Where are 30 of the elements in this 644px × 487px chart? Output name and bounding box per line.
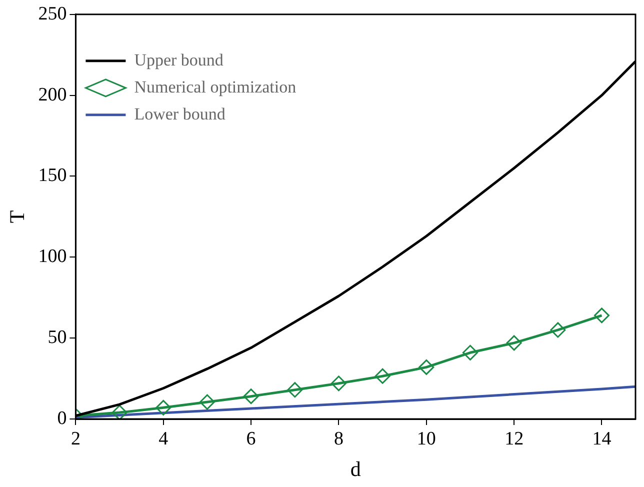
point <box>243 388 259 404</box>
point <box>506 335 522 351</box>
y-axis-title: T <box>5 210 30 224</box>
point <box>550 322 566 338</box>
point <box>462 344 478 360</box>
point <box>374 368 390 384</box>
point <box>330 376 346 392</box>
y-tick-label: 150 <box>38 165 67 186</box>
y-tick-label: 250 <box>38 3 67 24</box>
x-tick-label: 2 <box>70 428 80 450</box>
x-tick-label: 6 <box>246 428 256 450</box>
legend-label: Upper bound <box>134 50 224 70</box>
point <box>287 382 303 398</box>
x-tick-label: 10 <box>416 428 436 450</box>
y-tick-label: 100 <box>38 246 67 268</box>
x-tick-label: 8 <box>334 428 344 450</box>
y-tick-label: 50 <box>48 327 67 348</box>
point <box>418 359 434 375</box>
y-tick-label: 0 <box>57 408 67 429</box>
point <box>594 308 610 324</box>
x-axis-title: d <box>350 456 362 481</box>
legend-label: Lower bound <box>134 104 226 124</box>
y-tick-label: 200 <box>38 84 67 106</box>
legend-label: Numerical optimization <box>134 77 297 96</box>
x-tick-label: 12 <box>504 428 524 450</box>
point <box>199 394 215 410</box>
x-tick-label: 4 <box>158 428 169 450</box>
x-tick-label: 14 <box>592 428 612 450</box>
point <box>112 404 128 419</box>
point <box>156 400 172 416</box>
